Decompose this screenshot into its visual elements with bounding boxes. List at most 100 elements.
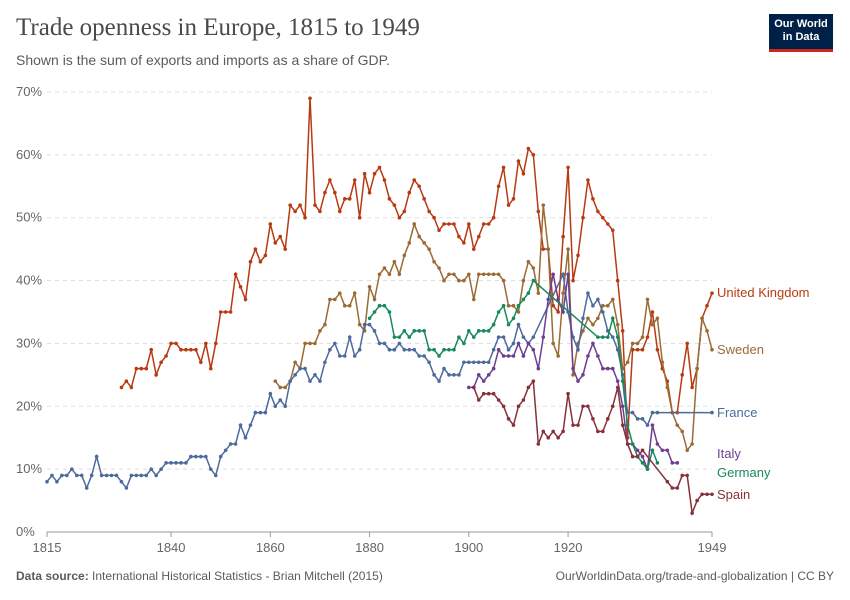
data-point-france[interactable]	[298, 366, 302, 371]
data-point-germany[interactable]	[397, 335, 402, 339]
data-point-sweden[interactable]	[447, 272, 451, 277]
data-point-sweden[interactable]	[293, 360, 297, 365]
data-point-united-kingdom[interactable]	[189, 347, 193, 352]
data-point-sweden[interactable]	[645, 297, 650, 302]
data-point-united-kingdom[interactable]	[516, 159, 521, 163]
data-point-france[interactable]	[347, 335, 352, 339]
data-point-sweden[interactable]	[640, 335, 645, 339]
data-point-united-kingdom[interactable]	[278, 234, 283, 239]
data-point-sweden[interactable]	[372, 297, 377, 302]
data-point-germany[interactable]	[511, 316, 516, 321]
data-point-united-kingdom[interactable]	[377, 165, 382, 170]
data-point-sweden[interactable]	[635, 341, 640, 346]
data-point-italy[interactable]	[620, 404, 625, 409]
data-point-germany[interactable]	[382, 303, 387, 308]
series-germany[interactable]	[367, 278, 660, 471]
data-point-sweden[interactable]	[283, 385, 288, 390]
data-point-united-kingdom[interactable]	[134, 366, 139, 371]
data-point-sweden[interactable]	[685, 448, 689, 453]
data-point-france[interactable]	[596, 297, 600, 302]
data-point-united-kingdom[interactable]	[496, 184, 501, 189]
data-point-spain[interactable]	[516, 404, 521, 409]
series-label-united-kingdom[interactable]: United Kingdom	[717, 285, 810, 300]
data-point-sweden[interactable]	[591, 322, 595, 327]
data-point-united-kingdom[interactable]	[233, 272, 238, 277]
data-point-sweden[interactable]	[333, 297, 337, 302]
data-point-france[interactable]	[218, 454, 223, 459]
data-point-spain[interactable]	[541, 429, 546, 434]
data-point-united-kingdom[interactable]	[605, 222, 610, 226]
data-point-united-kingdom[interactable]	[412, 178, 417, 182]
data-point-united-kingdom[interactable]	[397, 215, 402, 220]
data-point-sweden[interactable]	[432, 259, 436, 264]
data-point-germany[interactable]	[521, 297, 526, 302]
data-point-france[interactable]	[337, 354, 342, 358]
data-point-united-kingdom[interactable]	[511, 197, 516, 201]
data-point-italy[interactable]	[586, 354, 590, 358]
data-point-united-kingdom[interactable]	[194, 347, 198, 352]
data-point-spain[interactable]	[551, 429, 555, 434]
data-point-united-kingdom[interactable]	[199, 360, 203, 365]
series-label-germany[interactable]: Germany	[717, 465, 771, 480]
data-point-france[interactable]	[65, 473, 69, 478]
data-point-sweden[interactable]	[457, 278, 461, 283]
data-point-france[interactable]	[462, 360, 466, 365]
data-point-united-kingdom[interactable]	[119, 385, 124, 390]
data-point-sweden[interactable]	[367, 285, 372, 289]
data-point-united-kingdom[interactable]	[367, 190, 372, 195]
data-point-spain[interactable]	[710, 492, 714, 497]
data-point-germany[interactable]	[462, 341, 466, 346]
data-point-france[interactable]	[576, 347, 580, 352]
data-point-france[interactable]	[238, 423, 243, 427]
data-point-united-kingdom[interactable]	[536, 209, 541, 214]
data-point-spain[interactable]	[486, 391, 491, 396]
data-point-sweden[interactable]	[695, 366, 699, 371]
series-united-kingdom[interactable]	[119, 96, 714, 440]
data-point-france[interactable]	[55, 479, 59, 484]
data-point-united-kingdom[interactable]	[333, 190, 337, 195]
data-point-france[interactable]	[124, 486, 129, 490]
data-point-france[interactable]	[362, 322, 367, 327]
data-point-italy[interactable]	[566, 272, 570, 277]
data-point-sweden[interactable]	[581, 329, 585, 333]
data-point-france[interactable]	[640, 417, 645, 421]
data-point-sweden[interactable]	[660, 360, 665, 365]
data-point-united-kingdom[interactable]	[506, 203, 511, 207]
data-point-united-kingdom[interactable]	[149, 347, 154, 352]
data-point-france[interactable]	[94, 454, 99, 459]
data-point-italy[interactable]	[481, 379, 486, 383]
data-point-italy[interactable]	[615, 379, 620, 383]
data-point-germany[interactable]	[610, 316, 615, 321]
data-point-italy[interactable]	[591, 341, 595, 346]
data-point-france[interactable]	[392, 347, 397, 352]
data-point-france[interactable]	[422, 354, 426, 358]
data-point-united-kingdom[interactable]	[596, 209, 600, 214]
data-point-spain[interactable]	[670, 486, 675, 490]
data-point-france[interactable]	[655, 410, 660, 415]
data-point-united-kingdom[interactable]	[169, 341, 173, 346]
data-point-france[interactable]	[189, 454, 193, 459]
data-point-france[interactable]	[586, 291, 590, 295]
data-point-united-kingdom[interactable]	[139, 366, 144, 371]
data-point-france[interactable]	[119, 479, 124, 484]
data-point-united-kingdom[interactable]	[298, 203, 302, 207]
data-point-sweden[interactable]	[392, 259, 397, 264]
data-point-united-kingdom[interactable]	[531, 153, 536, 157]
data-point-germany[interactable]	[457, 335, 461, 339]
data-point-spain[interactable]	[566, 391, 570, 396]
data-point-sweden[interactable]	[427, 247, 431, 251]
data-point-united-kingdom[interactable]	[318, 209, 322, 214]
data-point-spain[interactable]	[476, 398, 481, 402]
data-point-united-kingdom[interactable]	[571, 278, 575, 283]
data-point-united-kingdom[interactable]	[586, 178, 590, 182]
data-point-france[interactable]	[243, 435, 248, 440]
data-point-germany[interactable]	[596, 335, 600, 339]
data-point-sweden[interactable]	[546, 247, 551, 251]
data-point-france[interactable]	[293, 373, 297, 377]
data-point-united-kingdom[interactable]	[154, 373, 158, 377]
data-point-united-kingdom[interactable]	[283, 247, 288, 251]
data-point-france[interactable]	[382, 341, 387, 346]
data-point-united-kingdom[interactable]	[238, 285, 243, 289]
data-point-sweden[interactable]	[328, 297, 332, 302]
data-point-france[interactable]	[601, 310, 605, 314]
